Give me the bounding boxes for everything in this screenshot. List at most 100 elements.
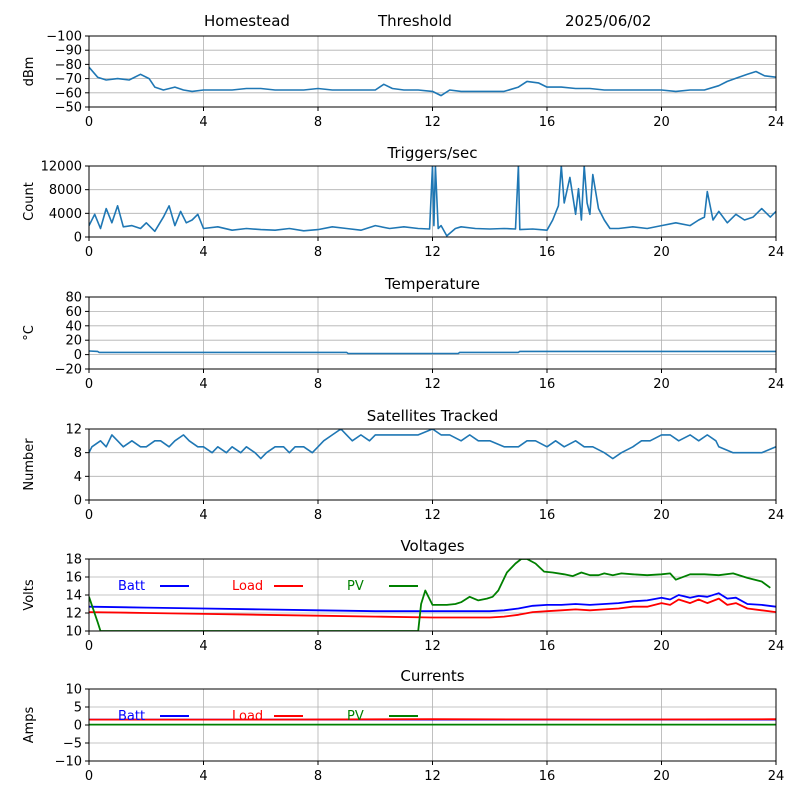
chart-panel-1: 0 4 8 12 16 20 24 0 4000 8000 12000 Triggers/sec Cou… (22, 144, 784, 260)
y-tick-label: −100 (46, 30, 82, 45)
x-tick-label: 12 (424, 377, 441, 392)
y-tick-label: 0 (74, 494, 82, 509)
x-tick-label: 4 (199, 508, 207, 523)
x-tick-label: 12 (424, 639, 441, 654)
x-tick-label: 20 (653, 508, 670, 523)
x-tick-label: 16 (539, 769, 556, 784)
legend-label-pv: PV (347, 579, 364, 594)
y-axis-label: Amps (22, 706, 37, 743)
series-line-batt (89, 592, 776, 613)
plot-area (89, 350, 776, 355)
y-axis-label: Count (22, 182, 37, 221)
x-tick-label: 4 (199, 115, 207, 130)
chart-panel-4: 0 4 8 12 16 20 24 10 12 14 16 18 Voltages Volts Batt Lo… (22, 537, 784, 654)
y-tick-label: 4000 (49, 207, 82, 222)
x-tick-label: 8 (314, 377, 322, 392)
header-date: 2025/06/02 (565, 12, 651, 30)
x-tick-label: 0 (85, 115, 93, 130)
series-line-pv (89, 559, 771, 631)
y-tick-label: 8 (74, 446, 82, 461)
x-tick-label: 20 (653, 769, 670, 784)
x-tick-label: 4 (199, 245, 207, 260)
y-tick-label: 14 (65, 589, 82, 604)
chart-panels: 0 4 8 12 16 20 24 −50−60−70−80−90−100 dBm 0 4 8 12 16… (22, 30, 784, 785)
y-tick-label: 0 (74, 348, 82, 363)
y-tick-label: 16 (65, 571, 82, 586)
x-tick-label: 12 (424, 115, 441, 130)
y-tick-label: −50 (55, 101, 82, 116)
chart-panel-0: 0 4 8 12 16 20 24 −50−60−70−80−90−100 dBm (22, 30, 784, 131)
y-tick-label: 12 (65, 607, 82, 622)
y-axis-label: Number (22, 438, 37, 491)
y-tick-label: 10 (65, 683, 82, 698)
y-tick-label: 12000 (41, 160, 82, 175)
series-line-0 (89, 66, 776, 97)
panel-title: Temperature (384, 275, 480, 293)
header-mode: Threshold (377, 12, 452, 30)
x-tick-label: 24 (768, 377, 785, 392)
x-tick-label: 24 (768, 508, 785, 523)
header-site: Homestead (204, 12, 290, 30)
x-tick-label: 12 (424, 769, 441, 784)
panel-title: Currents (400, 667, 464, 685)
y-axis-label: Volts (22, 579, 37, 611)
y-tick-label: 20 (65, 334, 82, 349)
x-tick-label: 16 (539, 508, 556, 523)
y-axis-label: dBm (22, 57, 37, 87)
y-tick-label: −60 (55, 86, 82, 101)
plot-area (89, 66, 776, 97)
y-tick-label: −80 (55, 58, 82, 73)
y-axis-label: °C (22, 325, 37, 341)
legend-label-batt: Batt (118, 709, 145, 724)
y-tick-label: 0 (74, 719, 82, 734)
x-tick-label: 16 (539, 377, 556, 392)
series-line-0 (89, 350, 776, 355)
series-line-load (89, 597, 776, 619)
x-tick-label: 12 (424, 245, 441, 260)
y-tick-label: 60 (65, 305, 82, 320)
y-tick-label: 18 (65, 553, 82, 568)
y-tick-label: 4 (74, 470, 82, 485)
y-tick-label: 40 (65, 319, 82, 334)
x-tick-label: 20 (653, 115, 670, 130)
x-tick-label: 8 (314, 508, 322, 523)
x-tick-label: 0 (85, 769, 93, 784)
x-tick-label: 8 (314, 115, 322, 130)
x-tick-label: 0 (85, 245, 93, 260)
plot-area (89, 718, 776, 726)
x-tick-label: 16 (539, 115, 556, 130)
x-tick-label: 16 (539, 245, 556, 260)
x-tick-label: 4 (199, 769, 207, 784)
chart-panel-5: 0 4 8 12 16 20 24 −10 −5 0 5 10 Currents Amps Batt Load… (22, 667, 784, 784)
x-tick-label: 0 (85, 377, 93, 392)
legend-label-load: Load (232, 579, 263, 594)
y-tick-label: 12 (65, 423, 82, 438)
y-tick-label: −20 (55, 363, 82, 378)
panel-title: Triggers/sec (387, 144, 478, 162)
x-tick-label: 24 (768, 639, 785, 654)
x-tick-label: 8 (314, 639, 322, 654)
x-tick-label: 0 (85, 508, 93, 523)
x-tick-label: 24 (768, 115, 785, 130)
y-tick-label: −90 (55, 44, 82, 59)
x-tick-label: 4 (199, 639, 207, 654)
panel-title: Satellites Tracked (367, 407, 498, 425)
x-tick-label: 8 (314, 769, 322, 784)
plot-area (89, 166, 776, 237)
y-tick-label: 10 (65, 625, 82, 640)
x-tick-label: 20 (653, 245, 670, 260)
series-line-0 (89, 166, 776, 237)
panel-title: Voltages (400, 537, 464, 555)
legend-label-load: Load (232, 709, 263, 724)
chart-panel-3: 0 4 8 12 16 20 24 0 4 8 12 Satellites Tracked Number (22, 407, 784, 523)
x-tick-label: 12 (424, 508, 441, 523)
y-tick-label: 5 (74, 701, 82, 716)
plot-area (89, 559, 776, 631)
y-tick-label: 8000 (49, 183, 82, 198)
legend-label-pv: PV (347, 709, 364, 724)
x-tick-label: 4 (199, 377, 207, 392)
x-tick-label: 0 (85, 639, 93, 654)
plot-area (89, 429, 776, 460)
y-tick-label: −70 (55, 72, 82, 87)
